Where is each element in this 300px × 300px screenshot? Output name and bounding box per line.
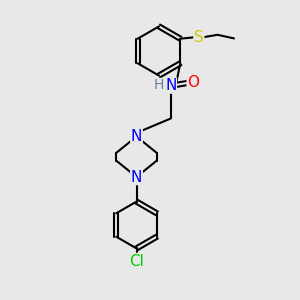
Text: O: O bbox=[187, 75, 199, 90]
Text: N: N bbox=[131, 129, 142, 144]
Text: S: S bbox=[194, 30, 204, 45]
Text: H: H bbox=[154, 79, 164, 92]
Text: N: N bbox=[165, 78, 176, 93]
Text: N: N bbox=[131, 169, 142, 184]
Text: Cl: Cl bbox=[129, 254, 144, 268]
